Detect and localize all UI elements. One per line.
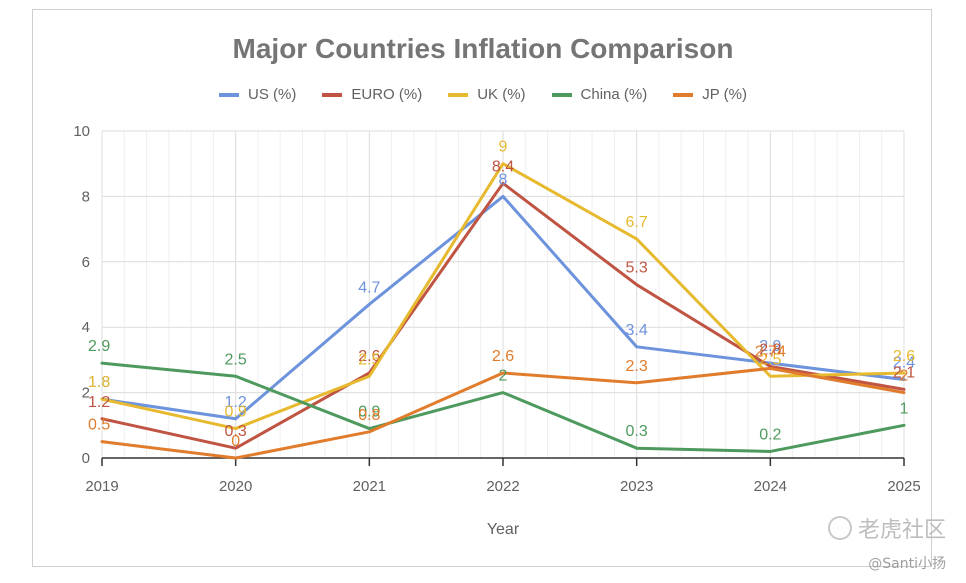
legend-swatch-china [551, 92, 572, 97]
legend-item-euro: EURO (%) [322, 86, 422, 103]
data-label: 0.5 [88, 417, 110, 434]
y-tick-label: 6 [82, 254, 90, 271]
data-label: 2.3 [626, 358, 648, 375]
series-line-3 [100, 361, 906, 453]
x-tick-label: 2022 [486, 478, 519, 495]
x-tick-label: 2020 [219, 478, 252, 495]
x-axis-title: Year [487, 521, 520, 538]
y-tick-label: 10 [73, 123, 90, 140]
y-tick-label: 8 [82, 188, 90, 205]
data-label: 5.3 [626, 260, 648, 277]
data-label: 0.9 [358, 404, 380, 421]
series-line-2 [100, 162, 906, 431]
data-label: 0.8 [358, 407, 380, 424]
data-label: 1 [900, 400, 909, 417]
chart-title: Major Countries Inflation Comparison [232, 33, 734, 64]
chart-frame [32, 9, 932, 567]
data-label: 2 [900, 368, 909, 385]
data-label: 1.8 [88, 374, 110, 391]
legend-label-uk: UK (%) [477, 86, 526, 103]
y-tick-label: 2 [82, 385, 90, 402]
data-label: 0.3 [626, 423, 648, 440]
data-label: 2.74 [755, 343, 786, 360]
series-line-1 [100, 181, 906, 450]
data-label: 2.4 [893, 355, 915, 372]
data-label: 1.8 [88, 374, 110, 391]
legend-item-us: US (%) [219, 86, 296, 103]
chart-legend: US (%) EURO (%) UK (%) China (%) JP (%) [0, 86, 966, 103]
data-label: 0.2 [759, 426, 781, 443]
legend-label-us: US (%) [248, 86, 297, 103]
data-label: 2.6 [492, 348, 514, 365]
watermark-icon [827, 516, 852, 540]
x-tick-label: 2023 [620, 478, 653, 495]
data-label: 2.1 [893, 364, 915, 381]
data-label: 9 [499, 139, 508, 156]
series-line-0 [100, 194, 906, 421]
x-tick-label: 2024 [754, 478, 787, 495]
legend-swatch-euro [322, 92, 343, 97]
legend-swatch-uk [448, 92, 469, 97]
data-label: 6.7 [626, 214, 648, 231]
data-label: 0.9 [225, 404, 247, 421]
watermark-logo: 老虎社区 [827, 512, 946, 544]
legend-item-china: China (%) [551, 86, 648, 103]
data-label: 0 [231, 433, 240, 450]
x-tick-label: 2021 [353, 478, 386, 495]
data-label: 2.9 [88, 338, 110, 355]
data-label: 3.4 [626, 322, 648, 339]
legend-item-uk: UK (%) [448, 86, 526, 103]
data-label: 2 [499, 368, 508, 385]
legend-item-jp: JP (%) [673, 86, 747, 103]
data-label: 2.9 [759, 338, 781, 355]
y-tick-label: 4 [82, 319, 90, 336]
legend-swatch-us [219, 92, 240, 97]
series-line-4 [100, 366, 906, 460]
data-label: 2.5 [358, 351, 380, 368]
data-label: 1.2 [225, 394, 247, 411]
watermark-text: 老虎社区 [857, 518, 946, 543]
data-label: 2.6 [358, 348, 380, 365]
legend-label-china: China (%) [580, 86, 648, 103]
data-label: 2.8 [759, 341, 781, 358]
legend-swatch-jp [673, 92, 694, 97]
data-label: 4.7 [358, 279, 380, 296]
data-label: 2.6 [893, 348, 915, 365]
x-tick-label: 2019 [85, 478, 118, 495]
data-label: 0.3 [225, 423, 247, 440]
data-label: 8 [499, 171, 508, 188]
data-label: 2.5 [759, 351, 781, 368]
data-label: 2.5 [225, 351, 247, 368]
watermark-credit: @Santi小扬 [868, 556, 946, 572]
data-label: 1.2 [88, 394, 110, 411]
data-label: 8.4 [492, 158, 514, 175]
y-tick-label: 0 [82, 450, 90, 467]
legend-label-euro: EURO (%) [351, 86, 423, 103]
x-tick-label: 2025 [887, 478, 920, 495]
legend-label-jp: JP (%) [702, 86, 747, 103]
